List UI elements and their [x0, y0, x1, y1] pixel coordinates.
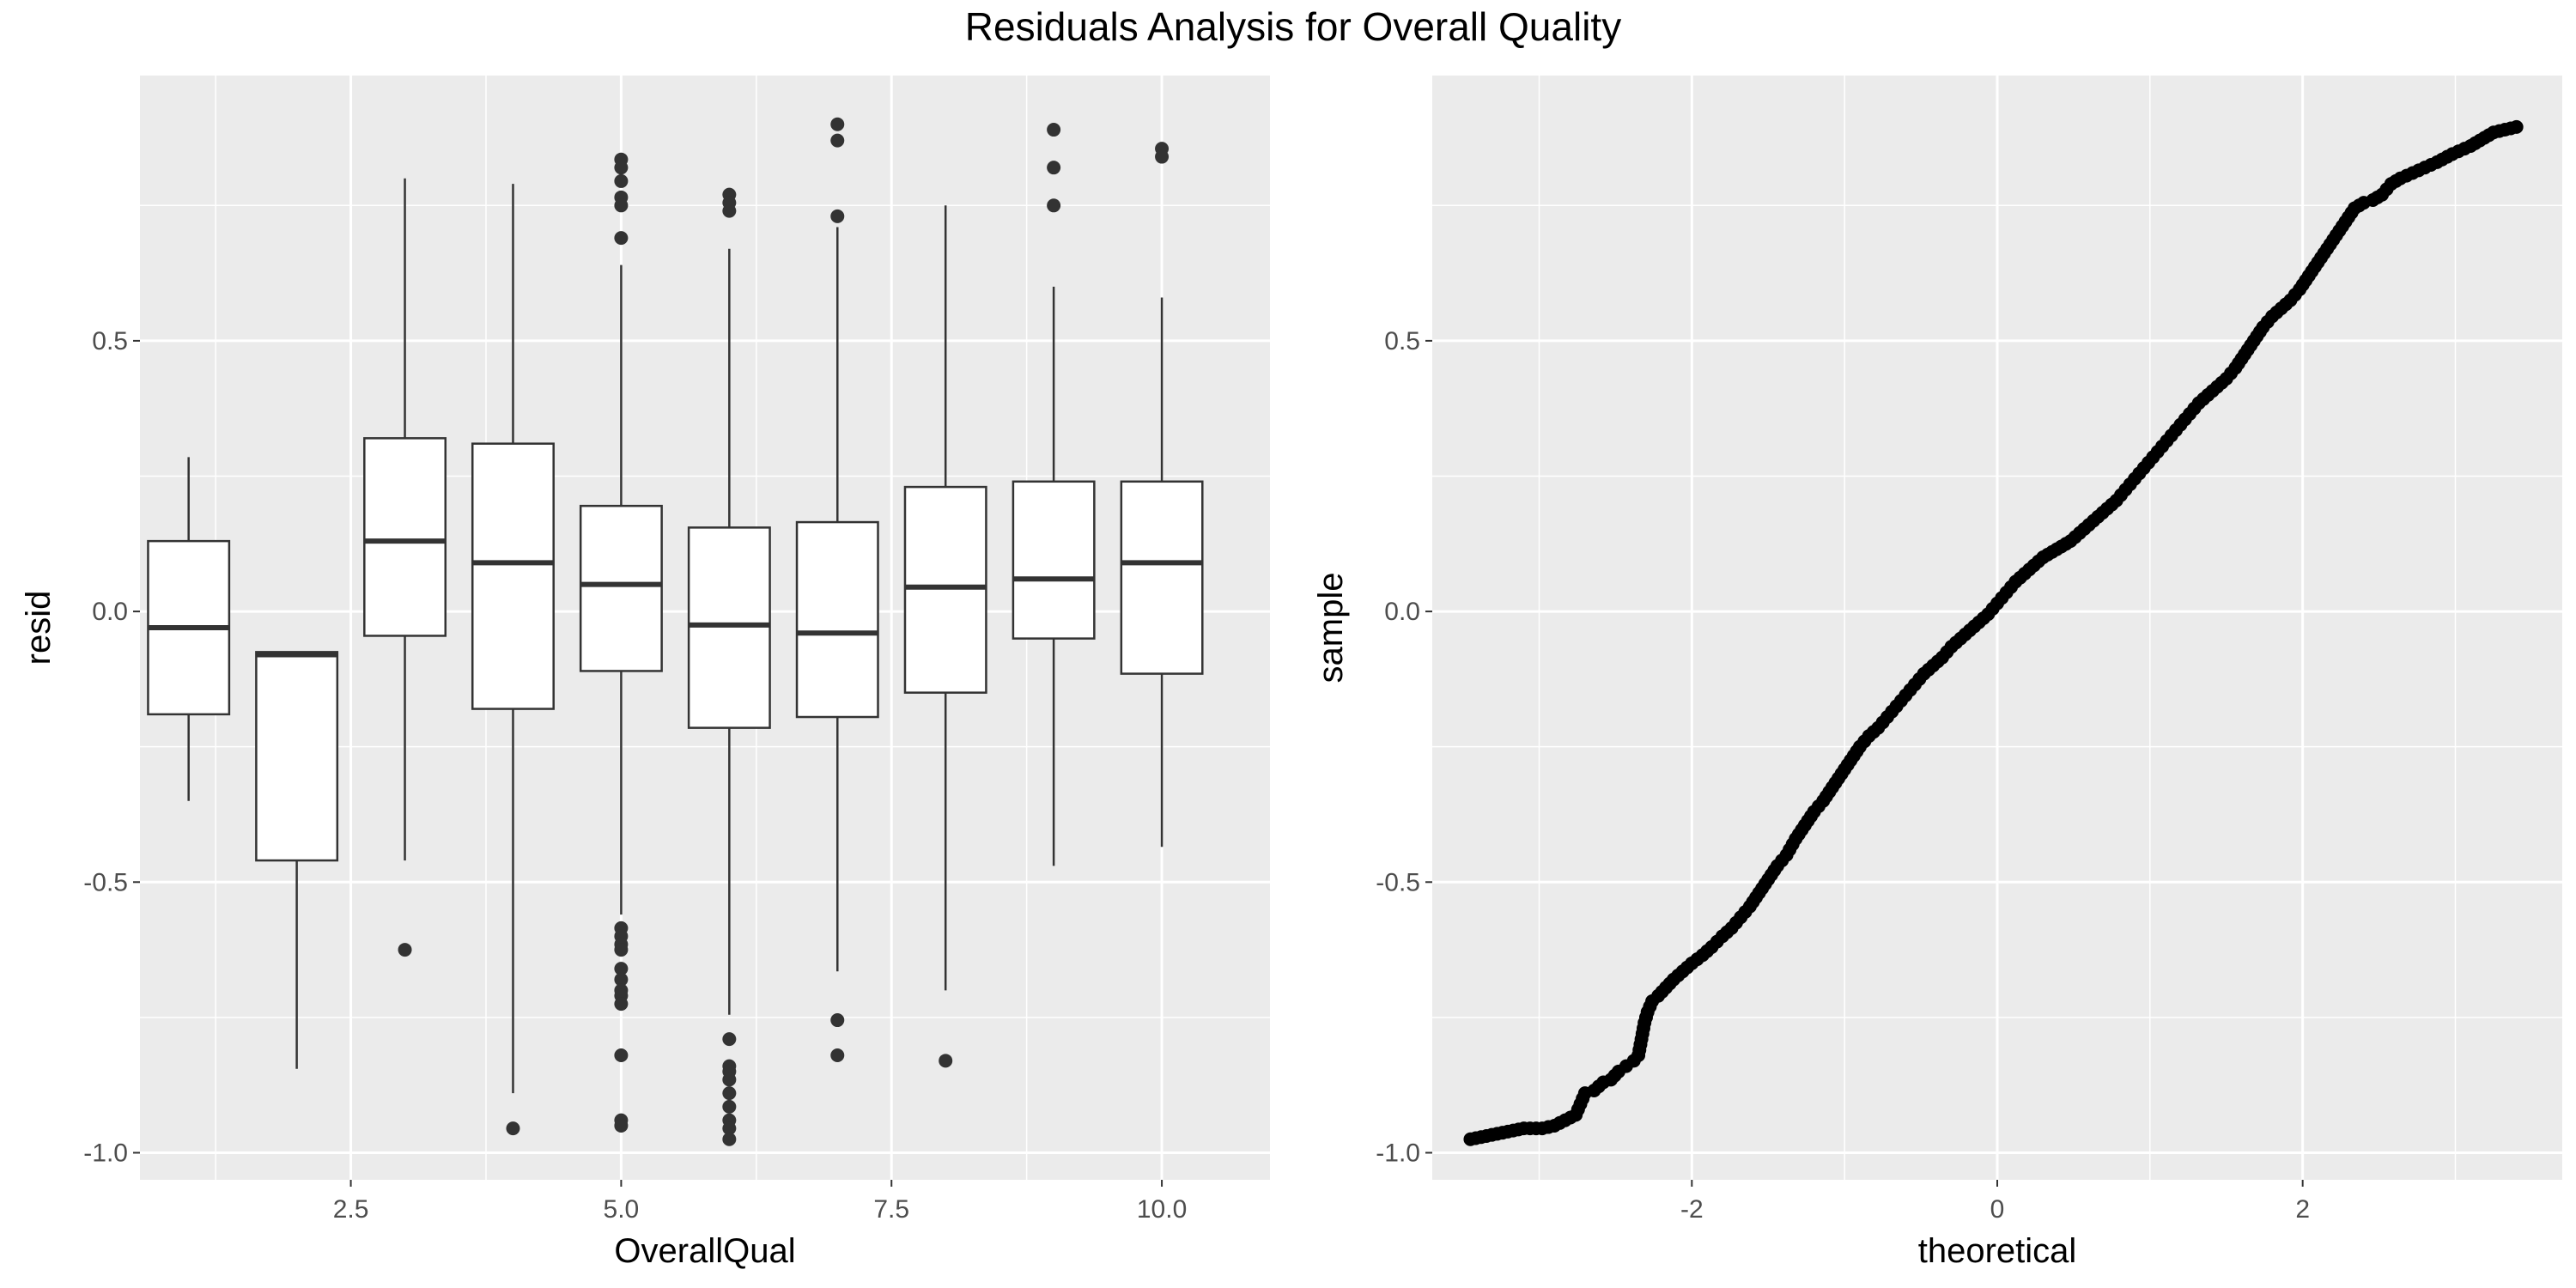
outlier-point — [614, 173, 629, 188]
qq-y-axis-title: sample — [1312, 573, 1350, 683]
outlier-point — [830, 133, 845, 148]
box-group-9 — [1012, 123, 1096, 866]
box — [471, 442, 555, 710]
box-group-10 — [1120, 142, 1204, 848]
outlier-point — [614, 943, 629, 957]
box — [687, 526, 771, 729]
box — [579, 504, 663, 672]
qq-x-tick-label: 0 — [1990, 1195, 2005, 1224]
plot-title: Residuals Analysis for Overall Quality — [965, 4, 1621, 49]
qq-y-axis: -1.0 -0.5 0.0 0.5 — [1376, 327, 1432, 1167]
outlier-point — [722, 1072, 737, 1087]
qq-y-tick-label: 0.5 — [1384, 327, 1420, 355]
outlier-point — [722, 1132, 737, 1146]
qq-x-axis-title: theoretical — [1918, 1232, 2077, 1270]
outlier-point — [722, 1121, 737, 1136]
qq-plot-marks — [1463, 119, 2524, 1146]
box-panel: -1.0 -0.5 0.0 0.5 2.5 5.0 7.5 10.0 OverallQual… — [20, 76, 1270, 1270]
box-group-2 — [255, 651, 339, 1069]
box — [795, 520, 879, 719]
qq-x-axis: -2 0 2 — [1680, 1180, 2310, 1224]
box-group-3 — [363, 178, 447, 957]
outlier-point — [830, 117, 845, 131]
box — [1012, 480, 1096, 640]
outlier-point — [722, 1086, 737, 1101]
outlier-point — [1047, 161, 1061, 175]
outlier-point — [614, 1048, 629, 1063]
box — [903, 485, 987, 694]
box-x-axis: 2.5 5.0 7.5 10.0 — [333, 1180, 1187, 1224]
box-plot-marks — [147, 117, 1204, 1146]
box-y-tick-label: 0.0 — [92, 598, 128, 626]
box-x-tick-label: 5.0 — [604, 1195, 640, 1224]
outlier-point — [830, 1048, 845, 1063]
outlier-point — [1155, 149, 1170, 164]
outlier-point — [1047, 198, 1061, 213]
box-y-tick-label: -0.5 — [83, 868, 128, 896]
box-y-axis-title: resid — [20, 591, 58, 665]
outlier-point — [939, 1054, 953, 1068]
outlier-point — [614, 161, 629, 175]
outlier-point — [614, 997, 629, 1012]
qq-y-tick-label: -0.5 — [1376, 868, 1420, 896]
box-y-axis: -1.0 -0.5 0.0 0.5 — [83, 327, 140, 1167]
qq-y-tick-label: -1.0 — [1376, 1139, 1420, 1167]
box-group-1 — [147, 457, 231, 801]
qq-y-tick-label: 0.0 — [1384, 598, 1420, 626]
outlier-point — [614, 198, 629, 213]
outlier-point — [722, 1032, 737, 1047]
box-group-4 — [471, 184, 555, 1136]
outlier-point — [722, 204, 737, 218]
box — [255, 651, 339, 862]
box-group-7 — [795, 117, 879, 1063]
outlier-point — [830, 1013, 845, 1028]
outlier-point — [614, 1118, 629, 1133]
qq-x-tick-label: -2 — [1680, 1195, 1704, 1224]
outlier-point — [614, 231, 629, 246]
outlier-point — [830, 209, 845, 223]
box-y-tick-label: 0.5 — [92, 327, 128, 355]
box — [1120, 480, 1204, 675]
outlier-point — [614, 972, 629, 987]
box — [363, 437, 447, 637]
outlier-point — [614, 962, 629, 976]
outlier-point — [1047, 123, 1061, 137]
box-x-axis-title: OverallQual — [614, 1232, 795, 1270]
box-group-5 — [579, 152, 663, 1133]
box-x-tick-label: 10.0 — [1137, 1195, 1187, 1224]
box-x-tick-label: 7.5 — [873, 1195, 909, 1224]
qq-point — [2509, 119, 2524, 134]
box-group-6 — [687, 187, 771, 1146]
qq-panel: -1.0 -0.5 0.0 0.5 -2 0 2 theoretical sample — [1312, 76, 2562, 1270]
box-x-tick-label: 2.5 — [333, 1195, 369, 1224]
box-group-8 — [903, 205, 987, 1068]
outlier-point — [722, 1099, 737, 1114]
outlier-point — [506, 1121, 520, 1136]
box-y-tick-label: -1.0 — [83, 1139, 128, 1167]
qq-x-tick-label: 2 — [2295, 1195, 2310, 1224]
outlier-point — [398, 943, 412, 957]
